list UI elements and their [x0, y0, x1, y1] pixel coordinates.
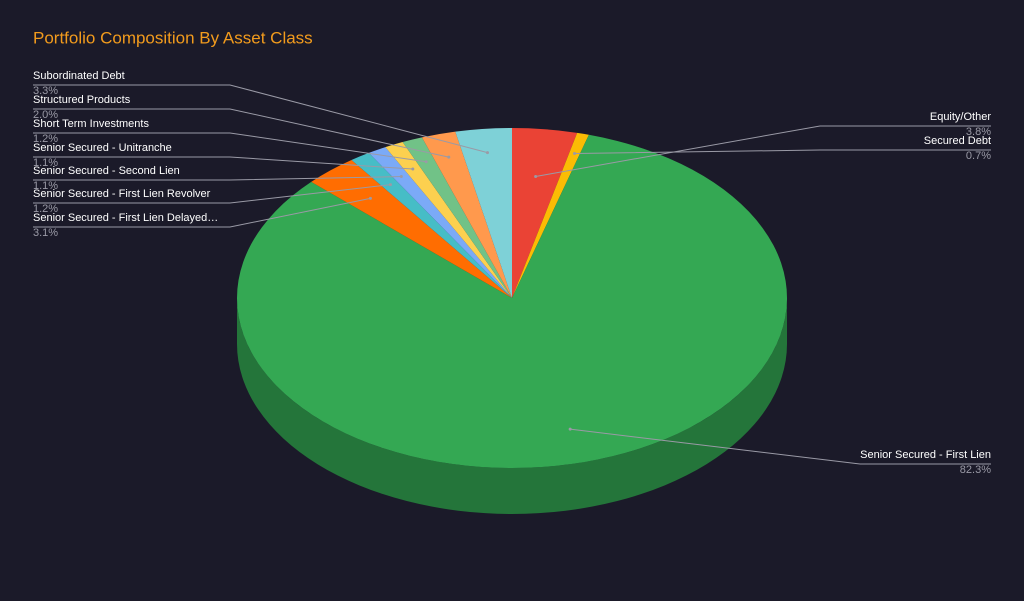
- slice: [512, 128, 578, 298]
- slice-label: Secured Debt: [924, 135, 991, 147]
- slice-label: Structured Products: [33, 94, 131, 106]
- slice: [455, 128, 512, 298]
- slice-label: Senior Secured - First Lien: [860, 449, 991, 461]
- value-label: 82.3%: [960, 464, 991, 476]
- leader-line: [535, 125, 991, 177]
- value-label: 1.2%: [33, 133, 58, 145]
- slice-label: Senior Secured - First Lien Revolver: [33, 188, 211, 200]
- slice-label: Equity/Other: [930, 111, 991, 123]
- value-label: 3.1%: [33, 227, 58, 239]
- slice: [402, 137, 512, 298]
- leader-line: [33, 156, 413, 170]
- slice-label: Senior Secured - Second Lien: [33, 165, 180, 177]
- slice: [351, 152, 512, 298]
- leader-dot: [399, 175, 403, 179]
- value-label: 3.3%: [33, 85, 58, 97]
- value-label: 3.8%: [966, 126, 991, 138]
- slice-label: Senior Secured - First Lien Delayed…: [33, 212, 218, 224]
- slice: [512, 132, 589, 298]
- leader-dot: [573, 151, 577, 155]
- value-label: 1.1%: [33, 180, 58, 192]
- leader-dot: [485, 151, 489, 155]
- value-label: 0.7%: [966, 150, 991, 162]
- slice-label: Subordinated Debt: [33, 70, 125, 82]
- leader-line: [574, 149, 991, 154]
- leader-line: [33, 132, 427, 163]
- value-label: 1.2%: [33, 203, 58, 215]
- value-label: 2.0%: [33, 109, 58, 121]
- leader-dot: [568, 427, 572, 431]
- leader-line: [570, 428, 991, 465]
- leader-dot: [368, 196, 372, 200]
- leader-dot: [424, 160, 428, 164]
- slice-side: [237, 298, 787, 514]
- leader-line: [33, 108, 449, 158]
- leader-line: [33, 197, 371, 228]
- leader-dot: [447, 155, 451, 159]
- slice: [368, 147, 512, 298]
- slice: [421, 131, 512, 298]
- slice: [237, 134, 787, 468]
- leader-dot: [411, 167, 415, 171]
- slice: [385, 142, 512, 298]
- slice: [311, 159, 512, 298]
- slice-label: Senior Secured - Unitranche: [33, 142, 172, 154]
- leader-dot: [388, 183, 392, 187]
- leader-dot: [534, 174, 538, 178]
- leader-line: [33, 176, 402, 181]
- chart-title: Portfolio Composition By Asset Class: [33, 28, 313, 47]
- leader-line: [33, 184, 391, 204]
- leader-line: [33, 84, 488, 154]
- value-label: 1.1%: [33, 157, 58, 169]
- slice-label: Short Term Investments: [33, 118, 149, 130]
